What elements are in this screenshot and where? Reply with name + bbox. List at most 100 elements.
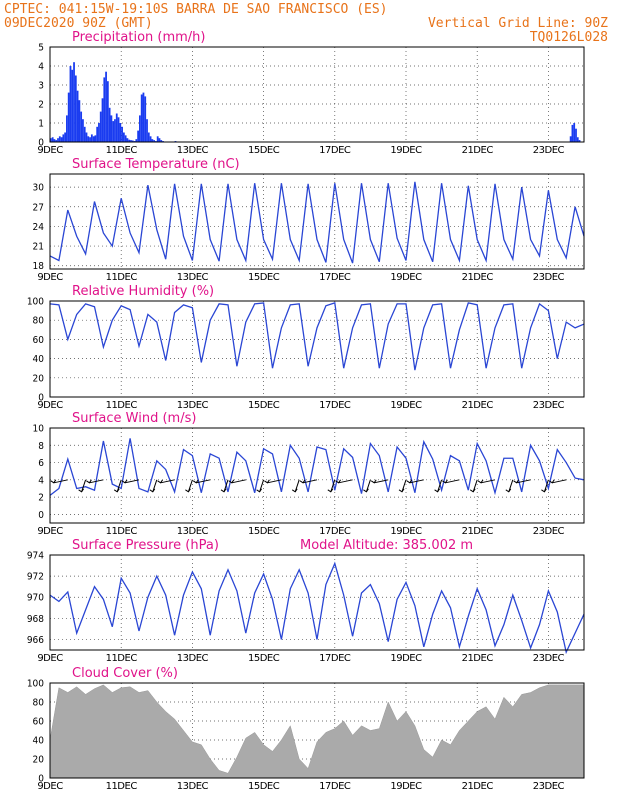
wind-arrow-head bbox=[149, 488, 156, 493]
y-tick-label: 40 bbox=[33, 736, 45, 747]
wind-arrow-head bbox=[185, 488, 191, 493]
wind-arrow bbox=[480, 479, 496, 484]
precip-bar bbox=[103, 77, 106, 142]
wind-arrow-head bbox=[291, 488, 298, 493]
panel-frame bbox=[49, 300, 585, 398]
wind-arrow-head bbox=[469, 488, 476, 493]
pressure-panel: Surface Pressure (hPa) Model Altitude: 3… bbox=[27, 538, 585, 664]
precip-bar bbox=[137, 130, 139, 142]
wind-arrow-head bbox=[121, 479, 128, 484]
x-tick-label: 13DEC bbox=[177, 145, 209, 156]
precip-bar bbox=[96, 126, 99, 142]
precip-bar bbox=[69, 66, 72, 142]
wind-arrow bbox=[294, 479, 300, 492]
y-tick-label: 4 bbox=[38, 62, 44, 73]
y-tick-label: 970 bbox=[27, 593, 44, 604]
x-tick-label: 19DEC bbox=[390, 781, 422, 792]
wind-arrow-head bbox=[548, 479, 555, 484]
precip-bar bbox=[62, 134, 65, 142]
y-tick-label: 80 bbox=[33, 698, 45, 709]
y-tick-label: 974 bbox=[27, 551, 44, 562]
precip-bar bbox=[57, 138, 59, 142]
cloud-cover-panel: Cloud Cover (%) 0 20 40 60 80 100 9DEC 11DEC 13D… bbox=[27, 666, 585, 792]
y-tick-label: 972 bbox=[27, 572, 44, 583]
wind-arrow-head bbox=[50, 479, 57, 484]
precip-bar bbox=[571, 124, 574, 142]
wind-arrow-head bbox=[363, 488, 369, 493]
pressure-title: Surface Pressure (hPa) bbox=[72, 538, 219, 553]
precip-bar bbox=[151, 139, 154, 142]
wind-arrow bbox=[543, 479, 549, 492]
x-tick-label: 13DEC bbox=[177, 781, 209, 792]
y-tick-label: 0 bbox=[38, 774, 44, 785]
precip-bar bbox=[64, 132, 67, 142]
precip-bar bbox=[126, 138, 129, 142]
wind-title: Surface Wind (m/s) bbox=[72, 411, 196, 426]
precip-bar bbox=[71, 69, 74, 142]
header-run-date: 09DEC2020 90Z (GMT) bbox=[4, 16, 153, 31]
wind-arrow-head bbox=[256, 488, 263, 493]
header-station: CPTEC: 041:15W-19:10S BARRA DE SAO FRANC… bbox=[4, 2, 388, 17]
precip-bar bbox=[156, 136, 159, 142]
header-model-id: TQ0126L028 bbox=[530, 30, 608, 45]
cloud-cover-area bbox=[49, 684, 585, 779]
wind-arrow bbox=[330, 479, 336, 492]
x-tick-label: 11DEC bbox=[106, 526, 138, 537]
y-tick-label: 10 bbox=[33, 424, 45, 435]
precip-bar bbox=[101, 98, 104, 142]
precip-bar bbox=[569, 136, 572, 142]
panel-frame bbox=[49, 173, 585, 270]
wind-panel: Surface Wind (m/s) 0 2 4 6 8 10 9DEC 11DEC 13DEC… bbox=[33, 411, 585, 537]
precip-bar bbox=[73, 62, 75, 143]
wind-arrow bbox=[374, 479, 389, 484]
panel-frame bbox=[49, 682, 585, 779]
y-tick-label: 0 bbox=[38, 138, 44, 149]
precip-bar bbox=[575, 128, 577, 142]
precip-bar bbox=[60, 137, 63, 142]
precip-bar bbox=[112, 121, 115, 142]
x-tick-label: 23DEC bbox=[533, 272, 565, 283]
humidity-panel: Relative Humidity (%) 0 20 40 60 80 100 9DEC 11… bbox=[27, 284, 585, 411]
precip-bar bbox=[121, 126, 123, 142]
y-tick-label: 40 bbox=[33, 354, 45, 365]
precip-bar bbox=[66, 115, 68, 142]
y-tick-label: 100 bbox=[27, 297, 44, 308]
wind-arrow bbox=[89, 479, 104, 484]
temperature-panel: Surface Temperature (nC) 18 21 24 27 30 9DEC 1… bbox=[33, 157, 585, 283]
precipitation-panel: Precipitation (mm/h) 0 1 2 3 4 5 9DEC 11DEC 13DE… bbox=[37, 30, 585, 156]
x-tick-label: 19DEC bbox=[390, 272, 422, 283]
x-tick-label: 9DEC bbox=[37, 526, 63, 537]
x-tick-label: 21DEC bbox=[462, 272, 494, 283]
wind-arrow bbox=[508, 479, 514, 492]
precip-bar bbox=[55, 140, 58, 142]
x-tick-label: 15DEC bbox=[248, 400, 280, 411]
precip-bar bbox=[99, 111, 102, 142]
wind-arrow bbox=[338, 479, 353, 484]
wind-arrow bbox=[160, 479, 175, 484]
wind-arrow bbox=[445, 479, 460, 484]
wind-arrow bbox=[437, 479, 443, 492]
precip-bar bbox=[98, 123, 100, 142]
wind-arrow bbox=[81, 479, 87, 492]
series-line bbox=[49, 181, 585, 264]
x-tick-label: 15DEC bbox=[248, 653, 280, 664]
precip-bar bbox=[130, 140, 132, 142]
x-tick-label: 11DEC bbox=[106, 653, 138, 664]
x-tick-label: 13DEC bbox=[177, 653, 209, 664]
precip-bar bbox=[124, 135, 127, 142]
y-tick-label: 0 bbox=[38, 393, 44, 404]
precip-bar bbox=[119, 123, 122, 142]
wind-arrow bbox=[267, 479, 282, 484]
x-tick-label: 15DEC bbox=[248, 781, 280, 792]
precip-bar bbox=[106, 81, 109, 142]
y-tick-label: 30 bbox=[33, 183, 45, 194]
precip-bar bbox=[105, 71, 107, 142]
panel-frame bbox=[49, 46, 585, 143]
precip-bar bbox=[576, 137, 579, 142]
precip-bar bbox=[53, 139, 56, 142]
wind-arrow bbox=[472, 479, 478, 492]
x-tick-label: 23DEC bbox=[533, 145, 565, 156]
y-tick-label: 2 bbox=[38, 100, 44, 111]
x-tick-label: 21DEC bbox=[462, 653, 494, 664]
